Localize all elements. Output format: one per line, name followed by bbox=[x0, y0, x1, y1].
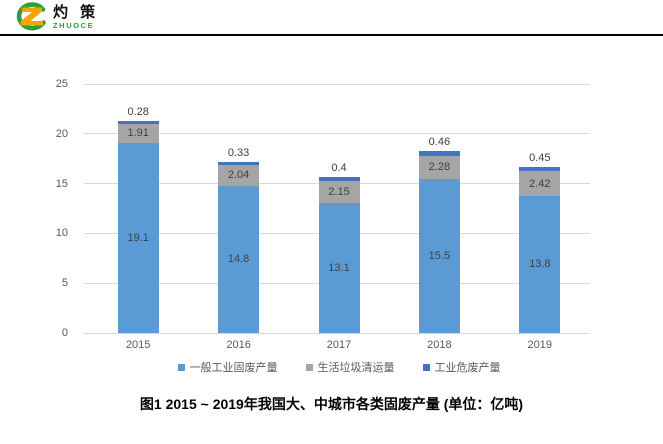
legend-label: 工业危废产量 bbox=[434, 362, 501, 374]
gridline bbox=[84, 332, 590, 334]
bar-segment: 1.91 bbox=[117, 123, 159, 143]
y-tick-label: 5 bbox=[61, 277, 68, 290]
legend-swatch bbox=[305, 363, 313, 371]
bar-segment bbox=[318, 177, 360, 182]
stack-top-label: 0.45 bbox=[529, 151, 551, 164]
stack-top-label: 0.28 bbox=[127, 105, 149, 118]
figure-caption: 图1 2015 ~ 2019年我国大、中城市各类固废产量 (单位：亿吨) bbox=[139, 396, 524, 412]
legend-item: 工业危废产量 bbox=[422, 359, 501, 375]
x-tick-label: 2018 bbox=[427, 339, 452, 351]
logo-text-en: ZHUOCE bbox=[53, 20, 95, 30]
stack-top-label: 0.4 bbox=[331, 162, 347, 175]
bar-segment: 15.5 bbox=[418, 178, 460, 333]
legend-label: 生活垃圾清运量 bbox=[317, 362, 395, 374]
bar-segment: 2.42 bbox=[519, 171, 561, 196]
y-tick-label: 0 bbox=[61, 327, 68, 339]
legend-label: 一般工业固废产量 bbox=[189, 362, 278, 374]
stack-top-label: 0.46 bbox=[428, 136, 451, 149]
y-tick-label: 10 bbox=[55, 227, 68, 240]
x-tick-label: 2015 bbox=[125, 339, 151, 351]
bar-segment: 13.1 bbox=[318, 202, 360, 333]
plot-area: 19.1 1.91 0.28 14.8 2.04 0.33 13.1 2.15 0.4 15.5 2… bbox=[84, 83, 590, 334]
gridline bbox=[84, 83, 590, 85]
logo-text-cn: 灼 策 bbox=[53, 3, 100, 21]
bar-segment bbox=[418, 151, 460, 156]
legend-item: 一般工业固废产量 bbox=[177, 359, 278, 375]
bar-segment bbox=[519, 166, 561, 172]
bar-segment: 19.1 bbox=[117, 142, 159, 333]
bar-segment: 13.8 bbox=[519, 195, 561, 333]
x-tick-label: 2019 bbox=[527, 339, 553, 351]
legend-swatch bbox=[177, 363, 185, 371]
bar-segment: 2.28 bbox=[418, 155, 460, 179]
x-axis: 2015 2016 2017 2018 2019 bbox=[88, 339, 590, 355]
gridline bbox=[84, 133, 590, 135]
bar-segment bbox=[218, 162, 260, 166]
bar-segment: 14.8 bbox=[218, 185, 260, 333]
x-tick-label: 2016 bbox=[226, 339, 251, 351]
logo-z-icon bbox=[16, 2, 46, 31]
y-tick-label: 20 bbox=[55, 127, 68, 140]
y-tick-label: 25 bbox=[55, 78, 68, 90]
header-divider bbox=[0, 34, 663, 36]
x-tick-label: 2017 bbox=[326, 339, 352, 351]
chart-legend: 一般工业固废产量 生活垃圾清运量 工业危废产量 bbox=[88, 359, 590, 375]
legend-item: 生活垃圾清运量 bbox=[305, 359, 395, 375]
y-tick-label: 15 bbox=[55, 177, 68, 190]
legend-swatch bbox=[422, 363, 430, 371]
y-axis: 0 5 10 15 20 25 bbox=[40, 78, 74, 339]
stack-top-label: 0.33 bbox=[227, 147, 250, 159]
logo: 灼 策 ZHUOCE bbox=[14, 2, 99, 32]
bar-segment: 2.15 bbox=[318, 181, 360, 203]
bar-segment bbox=[117, 120, 159, 124]
bar-segment: 2.04 bbox=[218, 165, 260, 186]
